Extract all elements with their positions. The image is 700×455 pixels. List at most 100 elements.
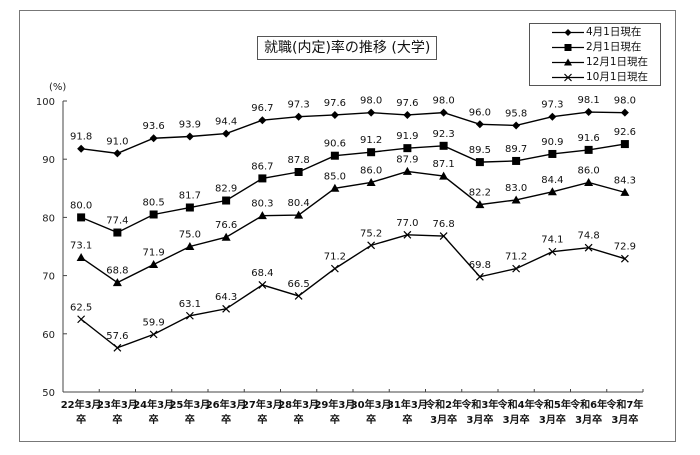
data-label: 86.7	[251, 161, 273, 172]
data-label: 76.8	[432, 219, 454, 230]
data-label: 77.4	[106, 216, 128, 227]
cross-marker-icon	[620, 254, 629, 263]
cross-marker-icon	[330, 264, 339, 273]
diamond-marker-icon	[548, 112, 557, 121]
cross-marker-icon	[222, 304, 231, 313]
legend-item-dec1: 12月1日現在	[530, 55, 660, 70]
data-label: 97.6	[324, 98, 346, 109]
square-marker-icon	[439, 141, 448, 150]
cross-marker-icon	[475, 272, 484, 281]
square-marker-icon	[149, 210, 158, 219]
y-unit-label: (%)	[49, 82, 66, 93]
data-label: 95.8	[505, 108, 527, 119]
data-label: 92.3	[432, 129, 454, 140]
svg-text:令和5年: 令和5年	[533, 398, 571, 411]
diamond-marker-icon	[330, 110, 339, 119]
chart-frame	[19, 10, 676, 442]
triangle-marker-icon	[76, 253, 86, 262]
svg-text:3月卒: 3月卒	[539, 413, 566, 426]
triangle-marker-icon	[257, 211, 267, 220]
data-label: 92.6	[614, 127, 636, 138]
svg-text:令和2年: 令和2年	[424, 398, 462, 411]
diamond-marker-icon	[620, 108, 629, 117]
chart-legend: 4月1日現在 2月1日現在 12月1日現在 10月1日現在	[529, 23, 661, 86]
data-label: 91.0	[106, 136, 128, 147]
svg-text:27年3月: 27年3月	[242, 398, 283, 411]
triangle-marker-icon	[366, 177, 376, 186]
data-label: 80.4	[287, 198, 309, 209]
data-label: 59.9	[142, 317, 164, 328]
y-tick-label: 90	[42, 155, 55, 166]
svg-text:令和7年: 令和7年	[605, 398, 643, 411]
x-tick-label: 令和2年 3月卒	[424, 398, 462, 426]
triangle-marker-icon	[330, 183, 340, 192]
data-label: 73.1	[70, 241, 92, 252]
data-label: 97.6	[396, 98, 418, 109]
diamond-marker-icon	[149, 134, 158, 143]
data-label: 75.2	[360, 228, 382, 239]
diamond-marker-icon	[185, 132, 194, 141]
svg-text:卒: 卒	[330, 413, 340, 426]
square-marker-icon	[620, 140, 629, 149]
square-marker-icon	[367, 148, 376, 157]
data-label: 87.1	[432, 159, 454, 170]
triangle-marker-icon	[185, 242, 195, 250]
legend-item-oct1: 10月1日現在	[530, 70, 660, 85]
series-square: 80.0 77.4 80.5 81.7 82.9 86.7 87.8 90.6 91.2 91.9…	[70, 127, 636, 237]
data-label: 71.2	[324, 252, 346, 263]
svg-text:卒: 卒	[294, 413, 304, 426]
data-label: 85.0	[324, 171, 346, 182]
x-tick-label: 令和7年 3月卒	[605, 398, 643, 426]
cross-marker-icon	[185, 311, 194, 320]
data-label: 57.6	[106, 331, 128, 342]
y-tick-label: 70	[42, 272, 55, 283]
diamond-marker-icon	[222, 129, 231, 138]
svg-text:卒: 卒	[366, 413, 376, 426]
triangle-marker-icon	[547, 187, 557, 196]
data-label: 96.0	[469, 107, 491, 118]
triangle-marker-icon	[620, 187, 630, 196]
diamond-marker-icon	[552, 29, 584, 36]
data-label: 91.6	[577, 133, 599, 144]
svg-text:22年3月: 22年3月	[61, 398, 102, 411]
series-triangle: 73.1 68.8 71.9 75.0 76.6 80.3 80.4 85.0 86.0 87.9…	[70, 154, 636, 287]
data-label: 97.3	[541, 100, 563, 111]
data-label: 77.0	[396, 218, 418, 229]
diamond-marker-icon	[512, 121, 521, 130]
data-label: 83.0	[505, 183, 527, 194]
data-label: 87.8	[287, 155, 309, 166]
x-tick-label: 令和5年 3月卒	[533, 398, 571, 426]
triangle-marker-icon	[511, 195, 521, 204]
diamond-marker-icon	[113, 149, 122, 158]
svg-text:3月卒: 3月卒	[466, 413, 493, 426]
data-label: 87.9	[396, 154, 418, 165]
cross-marker-icon	[512, 264, 521, 273]
data-label: 89.7	[505, 144, 527, 155]
data-label: 80.0	[70, 200, 92, 211]
svg-text:25年3月: 25年3月	[169, 398, 210, 411]
series-cross: 62.5 57.6 59.9 63.1 64.3 68.4 66.5 71.2 75.2 77.0…	[70, 218, 636, 352]
data-label: 76.6	[215, 220, 237, 231]
data-label: 98.0	[432, 96, 454, 107]
data-label: 84.4	[541, 175, 563, 186]
data-label: 97.3	[287, 100, 309, 111]
cross-marker-icon	[258, 280, 267, 289]
data-label: 74.8	[577, 231, 599, 242]
data-label: 98.0	[360, 96, 382, 107]
data-label: 62.5	[70, 302, 92, 313]
diamond-marker-icon	[294, 112, 303, 121]
data-label: 82.2	[469, 188, 491, 199]
x-tick-label: 令和3年 3月卒	[460, 398, 498, 426]
data-label: 89.5	[469, 145, 491, 156]
svg-text:3月卒: 3月卒	[611, 413, 638, 426]
diamond-marker-icon	[439, 108, 448, 117]
svg-text:26年3月: 26年3月	[206, 398, 247, 411]
data-label: 81.7	[179, 191, 201, 202]
diamond-marker-icon	[584, 108, 593, 117]
